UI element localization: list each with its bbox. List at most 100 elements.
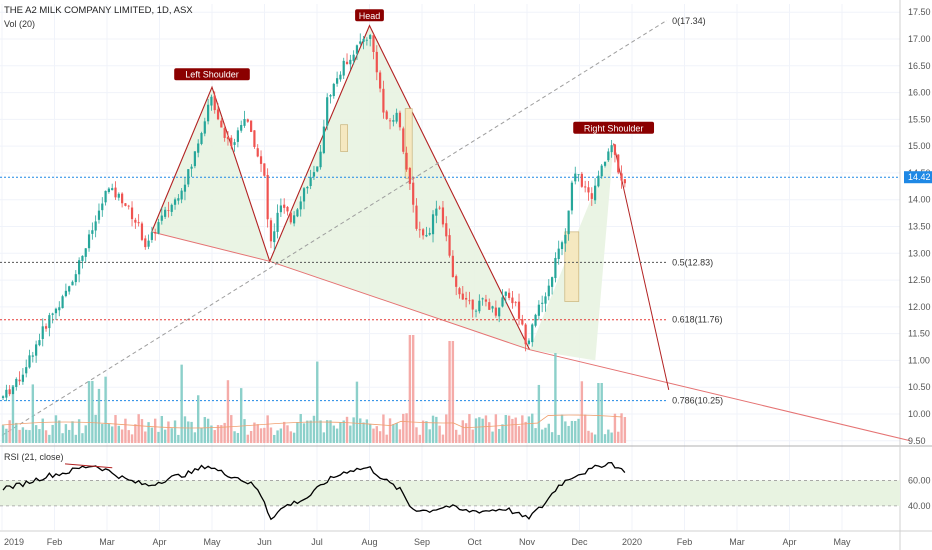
candle-body <box>431 214 435 235</box>
volume-bar <box>402 413 405 443</box>
candle-body <box>577 174 580 176</box>
volume-bar <box>378 431 382 443</box>
left-shoulder-area <box>151 87 270 262</box>
volume-bar <box>230 415 233 443</box>
volume-bar <box>587 430 590 443</box>
volume-bar <box>196 395 200 443</box>
candle-body <box>524 324 527 345</box>
candle-body <box>223 128 226 138</box>
volume-bar <box>177 434 180 443</box>
volume-bar <box>408 335 412 443</box>
volume-bar <box>11 385 15 443</box>
volume-bar <box>246 434 250 443</box>
volume-bar <box>239 388 243 443</box>
volume-bar <box>567 425 570 443</box>
candle-body <box>58 307 61 311</box>
volume-bar <box>167 421 170 443</box>
candle-body <box>117 193 120 198</box>
volume-bar <box>421 420 425 443</box>
volume-bar <box>550 432 554 443</box>
time-tick-label: Sep <box>414 537 430 547</box>
candle-body <box>557 248 560 260</box>
candle-body <box>71 281 74 286</box>
volume-bar <box>236 432 240 443</box>
volume-bar <box>273 434 276 443</box>
time-tick-label: May <box>833 537 851 547</box>
volume-bar <box>1 425 5 443</box>
volume-bar <box>71 421 74 443</box>
candle-body <box>488 302 491 310</box>
price-tick-label: 13.50 <box>908 221 931 231</box>
label-head-bg <box>355 9 384 22</box>
candle-body <box>435 208 438 216</box>
volume-bar <box>398 429 402 443</box>
candle-body <box>253 130 256 147</box>
candle-body <box>114 187 117 198</box>
volume-bar <box>517 426 521 443</box>
volume-bar <box>557 434 560 443</box>
volume-bar <box>18 429 21 443</box>
volume-bar <box>365 419 369 443</box>
volume-bar <box>54 415 58 443</box>
volume-bar <box>31 384 35 443</box>
volume-bar <box>411 335 415 443</box>
volume-bar <box>253 422 256 443</box>
candle-body <box>74 274 77 283</box>
volume-bar <box>375 426 378 443</box>
candle-body <box>448 235 451 256</box>
price-tick-label: 16.00 <box>908 88 931 98</box>
volume-bar <box>269 427 273 443</box>
candle-body <box>197 143 200 153</box>
candle-body <box>415 205 418 229</box>
candle-body <box>38 340 41 346</box>
price-tick-label: 13.00 <box>908 248 931 258</box>
price-tick-label: 14.00 <box>908 195 931 205</box>
candle-body <box>422 229 425 236</box>
volume-bar <box>597 383 600 443</box>
candle-body <box>61 296 64 309</box>
candle-body <box>468 300 471 302</box>
price-tick-label: 17.00 <box>908 34 931 44</box>
candle-body <box>359 41 362 44</box>
candle-body <box>405 152 408 170</box>
candle-body <box>332 83 335 97</box>
volume-bar <box>332 425 335 443</box>
time-axis: 2019 Feb Mar Apr May Jun Jul Aug Sep Oct Nov Dec 202… <box>4 537 851 547</box>
candle-body <box>81 255 84 261</box>
candle-body <box>550 277 554 287</box>
price-tick-label: 9.50 <box>908 436 926 446</box>
label-left-shoulder: Left Shoulder <box>185 70 239 80</box>
volume-bar <box>574 420 577 443</box>
candle-body <box>203 121 206 134</box>
neckline <box>151 231 911 442</box>
volume-bar <box>431 415 435 443</box>
time-tick-label: Dec <box>571 537 588 547</box>
candle-body <box>170 204 173 212</box>
candle-body <box>494 307 497 316</box>
candle-body <box>336 78 339 84</box>
volume-bar <box>488 422 491 443</box>
volume-bar <box>405 413 408 443</box>
candle-body <box>352 54 355 61</box>
candle-body <box>491 306 494 309</box>
volume-bar <box>319 420 322 443</box>
volume-bar <box>15 422 18 443</box>
candle-body <box>408 168 411 184</box>
volume-bar <box>385 434 388 443</box>
rsi-label: RSI (21, close) <box>4 452 64 462</box>
volume-bar <box>448 341 451 443</box>
highlight-box <box>404 108 413 179</box>
volume-bar <box>216 425 220 443</box>
fib-levels: 0(17.34) 0.5(12.83) 0.618(11.76) 0.786(10.2… <box>0 16 900 406</box>
volume-bar <box>617 431 620 443</box>
time-tick-label: Feb <box>47 537 63 547</box>
candle-body <box>180 190 183 200</box>
volume-bar <box>382 414 385 443</box>
volume-bar <box>471 429 474 443</box>
volume-bar <box>220 425 223 443</box>
candle-body <box>134 219 137 223</box>
time-tick-label: Jun <box>257 537 272 547</box>
volume-ma-line <box>1 414 622 429</box>
candle-body <box>329 95 332 97</box>
